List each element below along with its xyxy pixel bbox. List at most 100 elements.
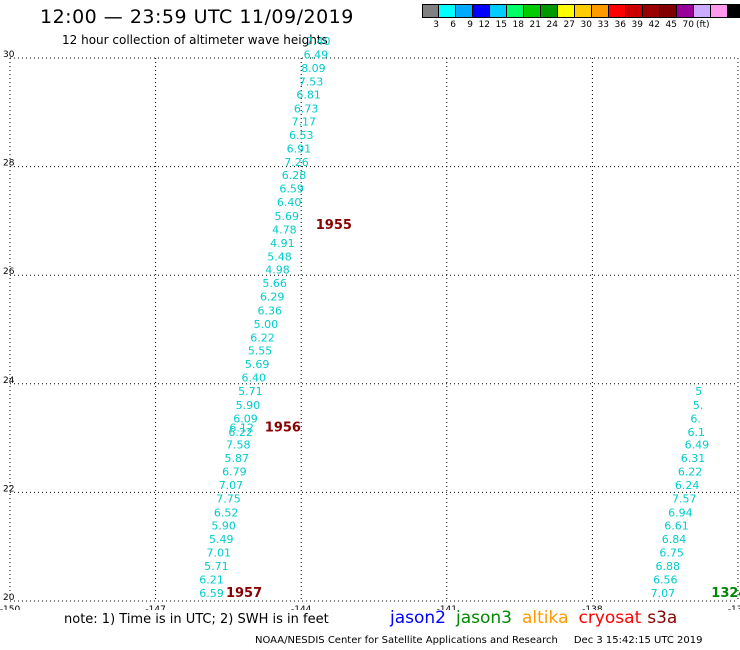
legend-swatches xyxy=(422,4,740,18)
x-tick-label: -147 xyxy=(145,605,165,610)
grid xyxy=(9,57,739,602)
wave-height-value: 6.52 xyxy=(214,506,239,519)
y-tick-label: 26 xyxy=(3,267,15,277)
wave-height-value: 6.73 xyxy=(294,102,319,115)
x-tick-label: -144 xyxy=(291,605,312,610)
legend-swatch xyxy=(694,4,711,18)
wave-height-value: 7.58 xyxy=(226,438,251,451)
y-tick-label: 20 xyxy=(3,593,15,603)
y-tick-label: 28 xyxy=(3,159,15,169)
legend-swatch xyxy=(677,4,694,18)
legend-label: 15 xyxy=(495,20,507,30)
x-tick-label: -135 xyxy=(728,605,740,610)
wave-height-value: 6.59 xyxy=(199,587,224,600)
chart-subtitle: 12 hour collection of altimeter wave hei… xyxy=(62,33,328,47)
wave-height-value: 5.69 xyxy=(245,358,270,371)
legend-swatch xyxy=(490,4,507,18)
y-tick-label: 22 xyxy=(3,484,14,494)
data-points: 6.596.215.717.015.495.906.527.757.076.79… xyxy=(199,35,709,600)
y-tick-label: 24 xyxy=(3,376,15,386)
wave-height-value: 6.21 xyxy=(199,574,224,587)
wave-height-value: 7.40 xyxy=(306,35,331,48)
wave-height-value: 6.12 xyxy=(229,422,254,435)
wave-height-value: 6.09 xyxy=(233,412,258,425)
wave-height-value: 7.07 xyxy=(219,479,244,492)
x-tick-label: -141 xyxy=(437,605,457,610)
legend-label: 18 xyxy=(512,20,524,30)
wave-height-value: 6.49 xyxy=(685,438,710,451)
color-legend: 3 6 9 12 15 18 21 24 27 30 33 36 39 42 45 70 (ft) xyxy=(422,4,740,30)
wave-height-value: 7.07 xyxy=(651,587,676,600)
legend-label: 27 xyxy=(563,20,575,30)
wave-height-value: 5.48 xyxy=(267,251,292,264)
wave-height-value: 6.36 xyxy=(258,304,283,317)
wave-height-value: 6.31 xyxy=(681,452,706,465)
legend-label: 39 xyxy=(631,20,643,30)
wave-height-value: 6.61 xyxy=(664,519,689,532)
satellite-jason3: jason3 xyxy=(456,608,512,628)
legend-swatch xyxy=(609,4,626,18)
wave-height-value: 6.91 xyxy=(287,142,312,155)
legend-label: 36 xyxy=(614,20,626,30)
credit-text: NOAA/NESDIS Center for Satellite Applica… xyxy=(255,635,558,646)
legend-swatch xyxy=(660,4,677,18)
wave-height-value: 5.66 xyxy=(262,277,287,290)
axis-labels: -150 -147 -144 -141 -138 -135 20 22 24 26 28 30 xyxy=(0,50,740,610)
wave-height-value: 6.28 xyxy=(282,169,307,182)
satellite-cryosat: cryosat xyxy=(578,608,642,628)
satellite-s3a: s3a xyxy=(647,608,678,628)
wave-height-value: 5. xyxy=(693,399,704,412)
chart-title: 12:00 — 23:59 UTC 11/09/2019 xyxy=(40,6,354,28)
wave-height-value: 5.87 xyxy=(225,452,250,465)
legend-swatch xyxy=(456,4,473,18)
wave-height-value: 6.40 xyxy=(277,196,302,209)
wave-height-value: 6.81 xyxy=(296,89,321,102)
legend-labels: 3 6 9 12 15 18 21 24 27 30 33 36 39 42 45 70 xyxy=(422,20,694,30)
pass-time-label: 1957 xyxy=(226,586,262,601)
wave-height-value: 5.90 xyxy=(236,399,261,412)
wave-height-value: 5 xyxy=(695,385,702,398)
wave-height-value: 4.98 xyxy=(265,264,290,277)
wave-height-value: 6.29 xyxy=(260,291,285,304)
wave-height-value: 8.09 xyxy=(301,62,326,75)
wave-height-value: 4.78 xyxy=(272,223,297,236)
legend-swatch xyxy=(422,4,439,18)
wave-height-value: 5.00 xyxy=(254,318,279,331)
legend-swatch xyxy=(439,4,456,18)
pass-labels: 1955 1956 1957 1324 xyxy=(226,218,740,601)
legend-swatch xyxy=(524,4,541,18)
wave-height-value: 6.40 xyxy=(242,372,267,385)
y-tick-label: 30 xyxy=(3,50,15,60)
x-tick-label: -138 xyxy=(582,605,603,610)
wave-height-value: 6. xyxy=(690,412,701,425)
legend-swatch xyxy=(575,4,592,18)
wave-height-value: 7.75 xyxy=(216,493,241,506)
wave-height-value: 6.22 xyxy=(228,426,253,439)
legend-unit: (ft) xyxy=(696,20,710,30)
legend-label: 6 xyxy=(450,20,456,30)
wave-height-value: 6.22 xyxy=(678,466,703,479)
legend-swatch xyxy=(541,4,558,18)
wave-height-plot: -150-147-144-141-138-135202224262830 6.5… xyxy=(0,35,740,610)
legend-swatch xyxy=(643,4,660,18)
pass-time-label: 1956 xyxy=(265,421,301,436)
wave-height-value: 6.88 xyxy=(655,560,680,573)
pass-time-label: 1324 xyxy=(711,586,740,601)
credit-line: NOAA/NESDIS Center for Satellite Applica… xyxy=(255,635,702,646)
legend-label: 30 xyxy=(580,20,592,30)
wave-height-value: 4.91 xyxy=(270,237,295,250)
wave-height-value: 7.57 xyxy=(672,493,697,506)
legend-swatch xyxy=(558,4,575,18)
legend-swatch xyxy=(473,4,490,18)
wave-height-value: 5.90 xyxy=(211,519,236,532)
wave-height-value: 6.59 xyxy=(279,183,304,196)
wave-height-value: 7.17 xyxy=(291,115,316,128)
satellite-altika: altika xyxy=(522,608,569,628)
wave-height-value: 5.71 xyxy=(238,385,263,398)
wave-height-value: 6.94 xyxy=(668,506,693,519)
satellite-jason2: jason2 xyxy=(390,608,446,628)
wave-height-value: 6.79 xyxy=(222,466,247,479)
x-tick-label: -150 xyxy=(0,605,20,610)
legend-label: 21 xyxy=(529,20,541,30)
wave-height-value: 7.01 xyxy=(207,546,232,559)
